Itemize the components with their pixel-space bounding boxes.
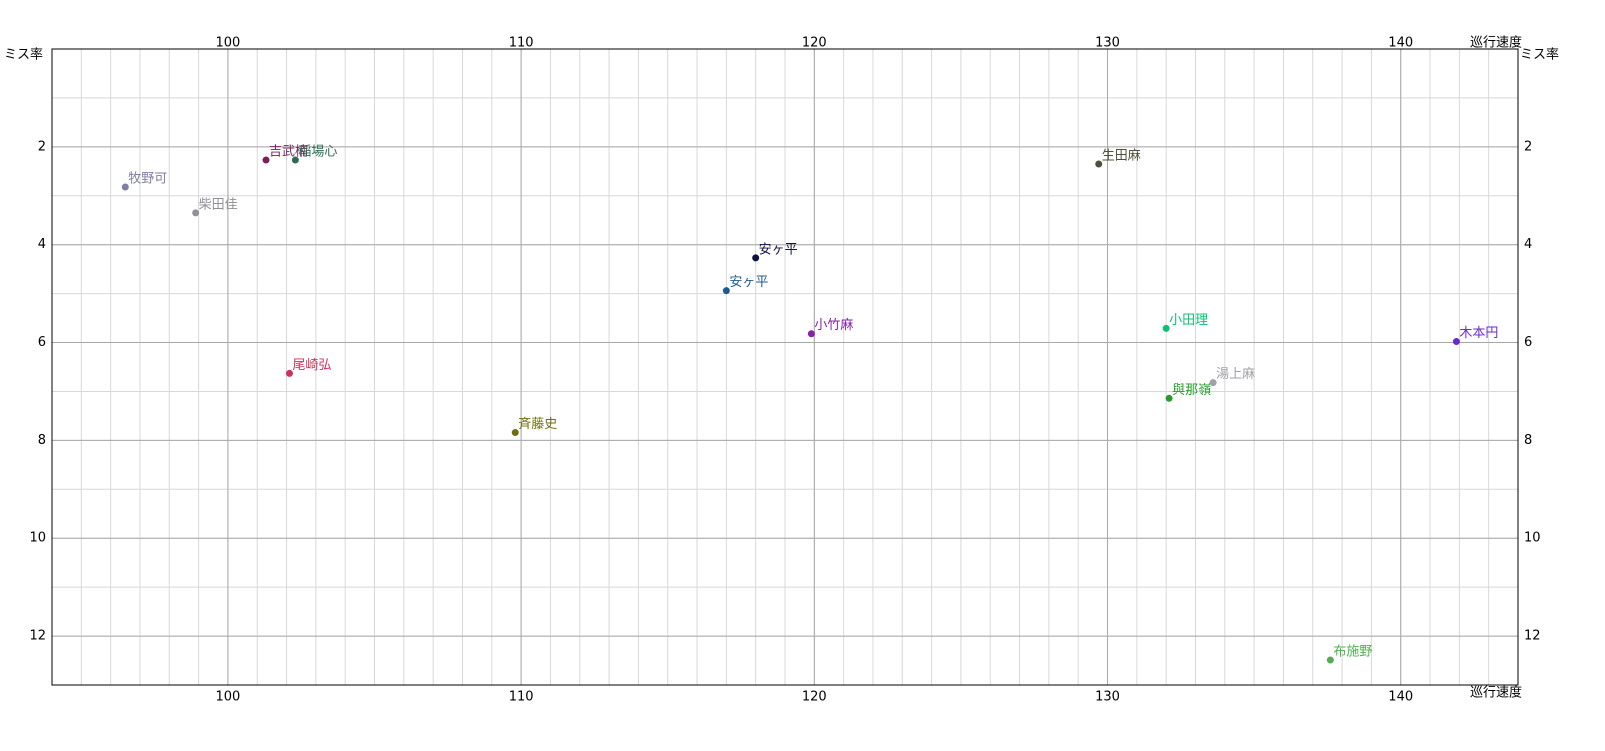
y-tick-label-right: 4 — [1524, 237, 1532, 252]
x-tick-label-bottom: 130 — [1095, 690, 1120, 705]
y-tick-label-right: 2 — [1524, 139, 1532, 154]
point-label: 吉武楠 — [269, 145, 308, 160]
point-label: 尾崎弘 — [292, 358, 331, 373]
point-label: 木本円 — [1459, 326, 1498, 341]
x-tick-label-top: 100 — [216, 36, 241, 51]
point — [1095, 160, 1103, 168]
x-tick-label-top: 120 — [802, 36, 827, 51]
x-tick-label-top: 110 — [509, 36, 534, 51]
y-axis-label-right: ミス率 — [1520, 47, 1559, 63]
point-label: 生田麻 — [1102, 148, 1141, 163]
point — [262, 156, 270, 164]
y-tick-label-left: 10 — [29, 531, 46, 546]
y-axis-label-left: ミス率 — [4, 47, 43, 63]
point-label: 布施野 — [1333, 645, 1372, 660]
point — [752, 254, 760, 262]
point — [807, 330, 815, 338]
point-label: 小竹麻 — [814, 318, 853, 333]
point-label: 安ヶ平 — [759, 242, 798, 257]
y-tick-label-left: 8 — [38, 433, 46, 448]
y-tick-label-left: 12 — [29, 629, 46, 644]
point — [285, 369, 293, 377]
y-tick-label-left: 2 — [38, 139, 46, 154]
x-tick-label-bottom: 110 — [509, 690, 534, 705]
point — [1165, 394, 1173, 402]
point-label: 湯上麻 — [1216, 367, 1255, 382]
x-axis-label-top: 巡行速度 — [1470, 35, 1522, 51]
y-tick-label-left: 4 — [38, 237, 46, 252]
y-tick-label-right: 8 — [1524, 433, 1532, 448]
point — [1326, 656, 1334, 664]
point-label: 稲場心 — [298, 145, 337, 160]
x-tick-label-bottom: 100 — [216, 690, 241, 705]
y-tick-label-right: 12 — [1524, 629, 1541, 644]
point-label: 小田理 — [1169, 313, 1208, 328]
point — [291, 156, 299, 164]
point-label: 牧野可 — [128, 171, 167, 186]
point — [1452, 338, 1460, 346]
point — [121, 183, 129, 191]
point — [1209, 379, 1217, 387]
x-tick-label-top: 130 — [1095, 36, 1120, 51]
y-tick-label-right: 6 — [1524, 335, 1532, 350]
point — [1162, 324, 1170, 332]
point-label: 斉藤史 — [518, 416, 557, 432]
plot-frame — [51, 48, 1519, 686]
x-axis-label-bottom: 巡行速度 — [1470, 685, 1522, 701]
y-tick-label-right: 10 — [1524, 531, 1541, 546]
point — [722, 287, 730, 295]
point — [511, 429, 519, 437]
point-label: 與那嶺 — [1172, 383, 1211, 398]
y-tick-label-left: 6 — [38, 335, 46, 350]
point-label: 安ヶ平 — [729, 275, 768, 290]
x-tick-label-bottom: 120 — [802, 690, 827, 705]
x-tick-label-top: 140 — [1388, 36, 1413, 51]
point-label: 柴田佳 — [199, 197, 238, 212]
point — [192, 209, 200, 217]
x-tick-label-bottom: 140 — [1388, 690, 1413, 705]
